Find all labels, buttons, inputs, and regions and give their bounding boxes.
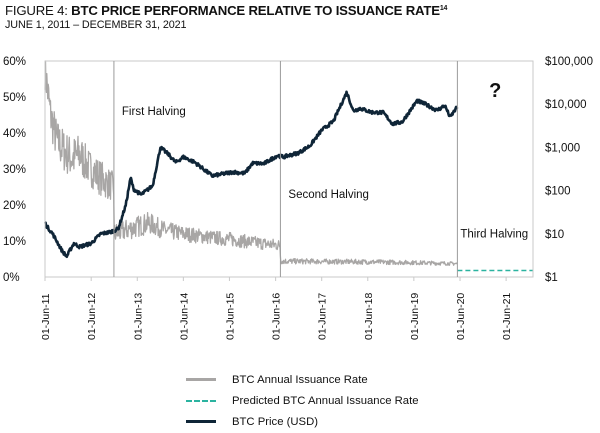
legend-swatch-price [186,420,216,423]
x-tick-label: 01-Jun-14 [178,293,190,340]
x-tick-label: 01-Jun-15 [224,293,236,340]
axis-layer: 0% 10% 20% 30% 40% 50% 60% $1 $10 $100 $1,000 $10,0… [3,56,593,340]
y-left-tick-label: 40% [3,128,26,140]
plot-frame [44,60,534,278]
halving-label: Second Halving [288,189,369,201]
legend-item-price: BTC Price (USD) [186,411,419,432]
y-right-tick-label: $1,000 [545,142,580,154]
legend-label: BTC Price (USD) [232,415,318,428]
x-tick-label: 01-Jun-13 [132,293,144,340]
title-main: BTC PRICE PERFORMANCE RELATIVE TO ISSUAN… [71,3,440,18]
y-left-tick-label: 60% [3,56,26,68]
legend-swatch-predicted [186,399,216,402]
y-right-tick-label: $100 [545,186,571,198]
x-tick-label: 01-Jun-21 [501,293,513,340]
x-tick-label: 01-Jun-19 [409,293,421,340]
title-footnote: 14 [439,5,448,12]
x-tick-label: 01-Jun-12 [86,293,98,340]
y-left-tick-label: 30% [3,164,26,176]
legend-item-predicted: Predicted BTC Annual Issuance Rate [186,390,419,411]
y-right-tick-label: $100,000 [545,56,593,68]
y-left-tick-label: 50% [3,92,26,104]
x-tick-label: 01-Jun-20 [455,293,467,340]
halving-label: First Halving [122,106,186,118]
y-right-tick-label: $1 [545,272,558,284]
chart-title: FIGURE 4: BTC PRICE PERFORMANCE RELATIVE… [5,3,447,18]
legend-label: Predicted BTC Annual Issuance Rate [232,394,419,407]
halving-label: Third Halving [460,228,528,240]
x-tick-label: 01-Jun-17 [317,293,329,340]
legend-label: BTC Annual Issuance Rate [232,373,368,386]
annotation-layer: First Halving Second Halving Third Halving… [122,80,528,240]
x-tick-label: 01-Jun-16 [271,293,283,340]
x-tick-label: 01-Jun-11 [40,293,52,340]
y-left-tick-label: 10% [3,236,26,248]
y-left-tick-label: 0% [3,272,20,284]
legend-swatch-issuance [186,378,216,381]
annotation-question-mark: ? [489,80,501,102]
frame-layer [44,60,534,278]
legend: BTC Annual Issuance Rate Predicted BTC A… [186,369,419,432]
x-tick-label: 01-Jun-18 [363,293,375,340]
chart-subtitle: JUNE 1, 2011 – DECEMBER 31, 2021 [5,19,187,31]
legend-item-issuance: BTC Annual Issuance Rate [186,369,419,390]
y-right-tick-label: $10,000 [545,99,587,111]
y-right-tick-label: $10 [545,229,564,241]
y-left-tick-label: 20% [3,200,26,212]
title-prefix: FIGURE 4: [5,3,72,18]
